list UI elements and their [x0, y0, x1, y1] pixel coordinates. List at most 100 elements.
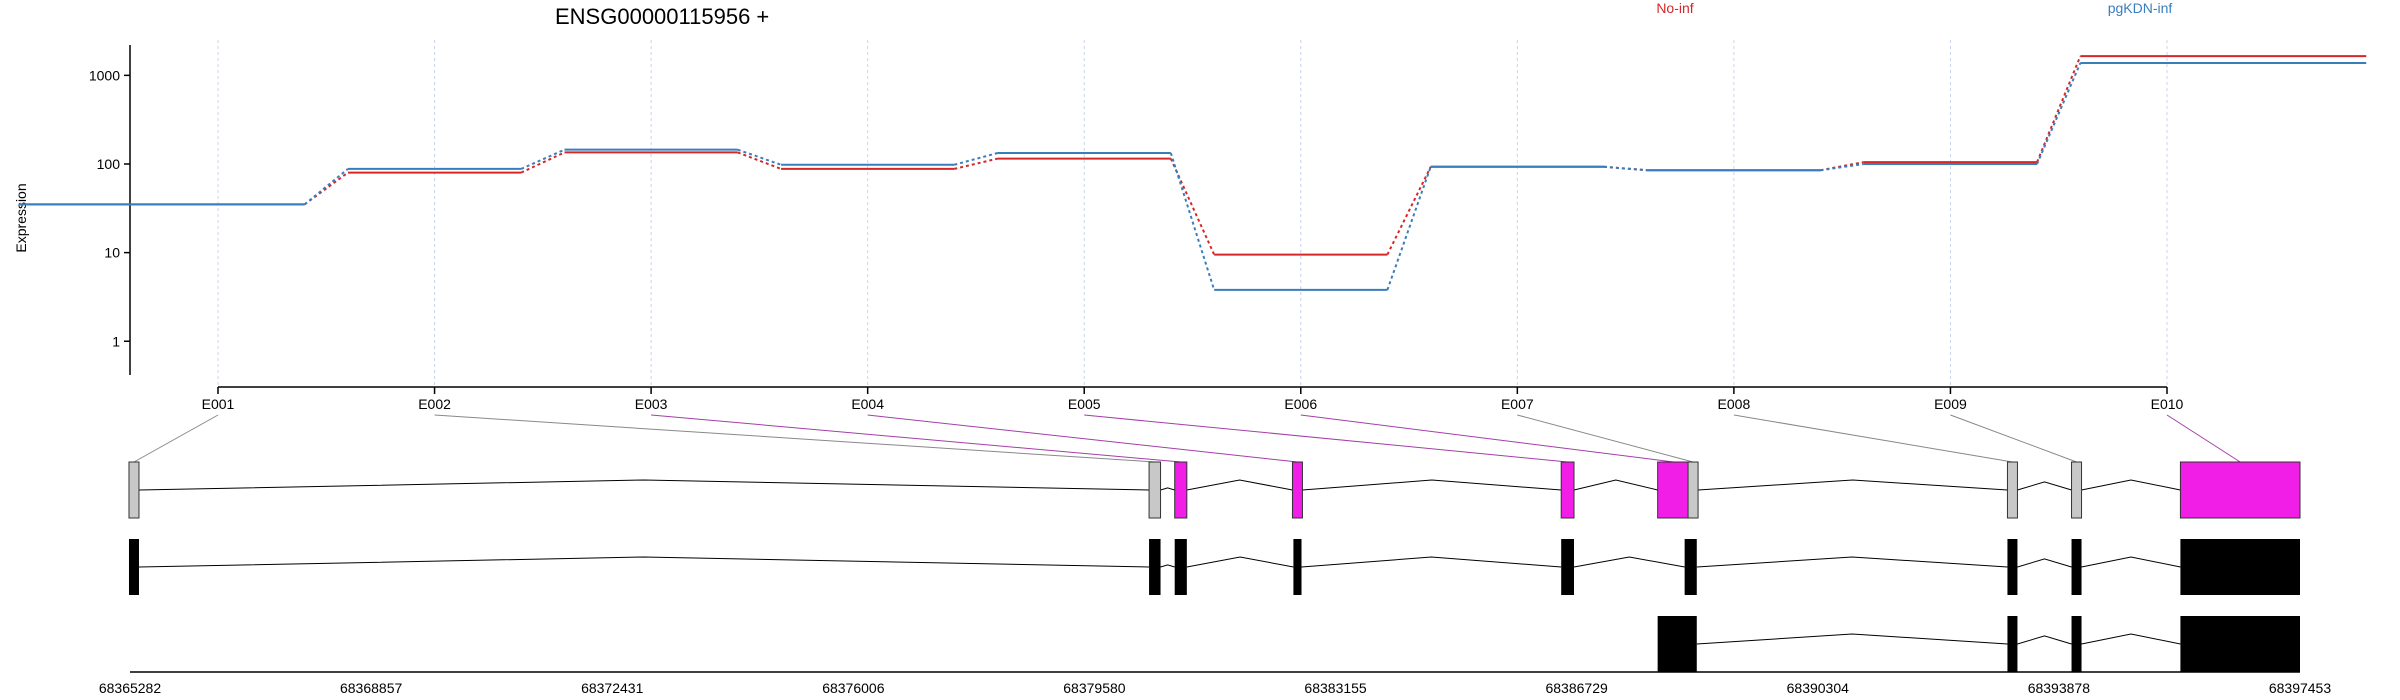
transcript-intron — [1696, 556, 2008, 568]
x-tick-label-e001: E001 — [202, 396, 235, 412]
exon-bin-e010 — [2179, 461, 2301, 519]
transcript-exon — [1174, 539, 1187, 595]
x-tick-label-e003: E003 — [635, 396, 668, 412]
transcript-exon — [2180, 539, 2300, 595]
x-tick-label-e002: E002 — [418, 396, 451, 412]
data-connector — [1386, 166, 1432, 256]
data-connector — [1386, 166, 1432, 291]
transcript-intron — [2017, 558, 2072, 568]
exon-bin-e005 — [1560, 461, 1575, 519]
intron-line — [1302, 479, 1562, 491]
data-connector — [737, 148, 782, 166]
connector-e001 — [133, 414, 219, 463]
coord-label: 68365282 — [99, 680, 162, 696]
connector-e007 — [1517, 414, 1694, 463]
connector-e004 — [867, 414, 1298, 463]
transcript-intron — [1160, 564, 1175, 568]
transcript-intron — [2081, 633, 2181, 645]
data-connector — [1169, 158, 1216, 256]
coord-label: 68376006 — [822, 680, 885, 696]
connector-e010 — [2166, 414, 2241, 463]
transcript-intron — [1301, 556, 1562, 568]
chart-title: ENSG00000115956 + — [555, 4, 769, 29]
connector-e008 — [1733, 414, 2013, 463]
coord-label: 68390304 — [1787, 680, 1850, 696]
transcript-intron — [1186, 556, 1294, 568]
coord-label: 68383155 — [1304, 680, 1367, 696]
exon-axis: E001 E002 E003 E004 E005 E006 E007 E008 E009 E010 — [202, 386, 2184, 412]
intron-line — [1698, 479, 2008, 491]
exon-bin-e009 — [2071, 461, 2083, 519]
genomic-coordinate-axis: 68365282 68368857 68372431 68376006 68379580… — [99, 671, 2332, 696]
intron-line — [1186, 479, 1293, 491]
expression-series — [18, 55, 2367, 291]
transcript-exon — [2007, 616, 2018, 672]
transcript-2 — [1657, 616, 2300, 672]
x-tick-label-e006: E006 — [1284, 396, 1317, 412]
transcript-intron — [138, 556, 1150, 568]
exon-bin-e001 — [128, 461, 140, 519]
connector-e005 — [1084, 414, 1568, 463]
vertical-gridlines — [217, 40, 2168, 387]
data-connector — [1603, 165, 1648, 172]
connector-e002 — [434, 414, 1155, 463]
data-connector — [520, 148, 565, 170]
data-connector — [1820, 162, 1864, 172]
transcript-1 — [128, 539, 2300, 595]
exon-bin-e008 — [2006, 461, 2018, 519]
data-connector — [1169, 152, 1216, 291]
transcript-intron — [2017, 635, 2072, 645]
data-connector — [737, 151, 782, 170]
data-connector — [954, 152, 998, 166]
exon-bin-e006 — [1657, 461, 1690, 519]
data-connector — [954, 157, 998, 170]
x-tick-label-e004: E004 — [851, 396, 884, 412]
transcript-intron — [2081, 556, 2181, 568]
series-no-inf — [18, 55, 2367, 256]
intron-line — [1573, 479, 1658, 491]
transcript-exon — [1684, 539, 1697, 595]
legend-entry-pgkdn-inf: pgKDN-inf — [2108, 0, 2173, 16]
transcript-exon — [1561, 539, 1575, 595]
transcript-intron — [1696, 633, 2008, 645]
intron-line — [2017, 481, 2072, 491]
transcript-tracks — [128, 539, 2300, 672]
x-tick-label-e005: E005 — [1068, 396, 1101, 412]
exon-bin-e004 — [1291, 461, 1303, 519]
transcript-exon — [1293, 539, 1302, 595]
coord-label: 68372431 — [581, 680, 644, 696]
intron-line — [138, 479, 1150, 491]
y-tick-label: 10 — [104, 245, 120, 261]
transcript-exon — [128, 539, 139, 595]
coord-label: 68368857 — [340, 680, 403, 696]
x-tick-label-e009: E009 — [1934, 396, 1967, 412]
coord-label: 68386729 — [1545, 680, 1608, 696]
x-tick-label-e008: E008 — [1718, 396, 1751, 412]
transcript-exon — [2071, 616, 2082, 672]
connector-e006 — [1300, 414, 1674, 463]
transcript-exon — [2180, 616, 2300, 672]
intron-line — [1160, 487, 1175, 491]
data-connector — [2036, 55, 2082, 163]
data-connector — [2036, 62, 2082, 165]
legend-entry-no-inf: No-inf — [1656, 0, 1693, 16]
legend: No-inf pgKDN-inf — [1656, 0, 2172, 16]
exon-connector-lines — [133, 414, 2241, 463]
exon-bin-track — [128, 461, 2301, 519]
data-connector — [303, 168, 349, 206]
transcript-exon — [2007, 539, 2018, 595]
coord-label: 68397453 — [2269, 680, 2332, 696]
y-tick-label: 1 — [112, 333, 120, 349]
series-pgkdn-inf — [18, 61, 2367, 291]
x-tick-label-e007: E007 — [1501, 396, 1534, 412]
transcript-exon — [1657, 616, 1697, 672]
y-tick-label: 100 — [97, 156, 121, 172]
transcript-intron — [1573, 556, 1685, 568]
exon-bin-e007 — [1687, 461, 1699, 519]
transcript-exon — [1149, 539, 1161, 595]
connector-e003 — [651, 414, 1181, 463]
intron-line — [2081, 479, 2181, 491]
y-axis: 1 10 100 1000 — [89, 45, 131, 375]
exon-bin-e003 — [1174, 461, 1188, 519]
